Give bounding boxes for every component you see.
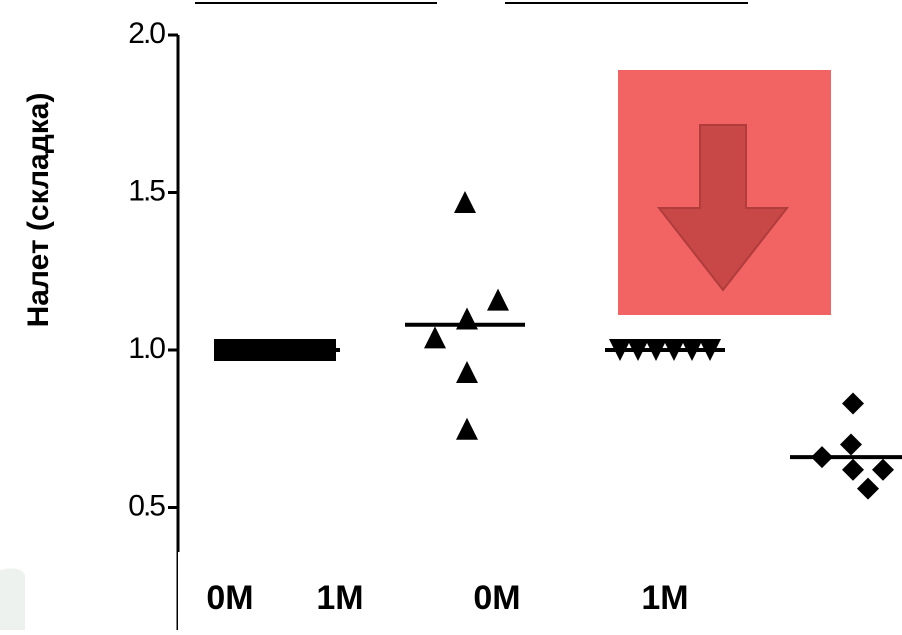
data-point (424, 326, 446, 348)
y-tick-label: 2.0 (128, 17, 165, 50)
decoration (0, 568, 25, 630)
data-point (456, 361, 478, 383)
x-tick-label: 1M (641, 579, 688, 617)
data-point (872, 459, 894, 481)
x-tick-label: 0M (473, 579, 520, 617)
y-tick-label: 0.5 (128, 489, 165, 522)
y-tick-label: 1.0 (128, 332, 165, 365)
data-point (487, 289, 509, 311)
data-point (454, 191, 476, 213)
data-point (857, 478, 879, 500)
chart: Налет (складка) 0.5 1.0 1.5 2.0 0M 1M 0M 1M (0, 0, 902, 630)
data-point (456, 418, 478, 440)
x-tick-label: 0M (206, 579, 253, 617)
y-tick-label: 1.5 (128, 174, 165, 207)
data-point (840, 434, 862, 456)
page: {"chart_data": {"type": "dot", "y_label"… (0, 0, 902, 635)
x-tick-label: 1M (316, 579, 363, 617)
data-point (842, 459, 864, 481)
y-axis-label: Налет (складка) (22, 93, 55, 328)
data-point (842, 393, 864, 415)
